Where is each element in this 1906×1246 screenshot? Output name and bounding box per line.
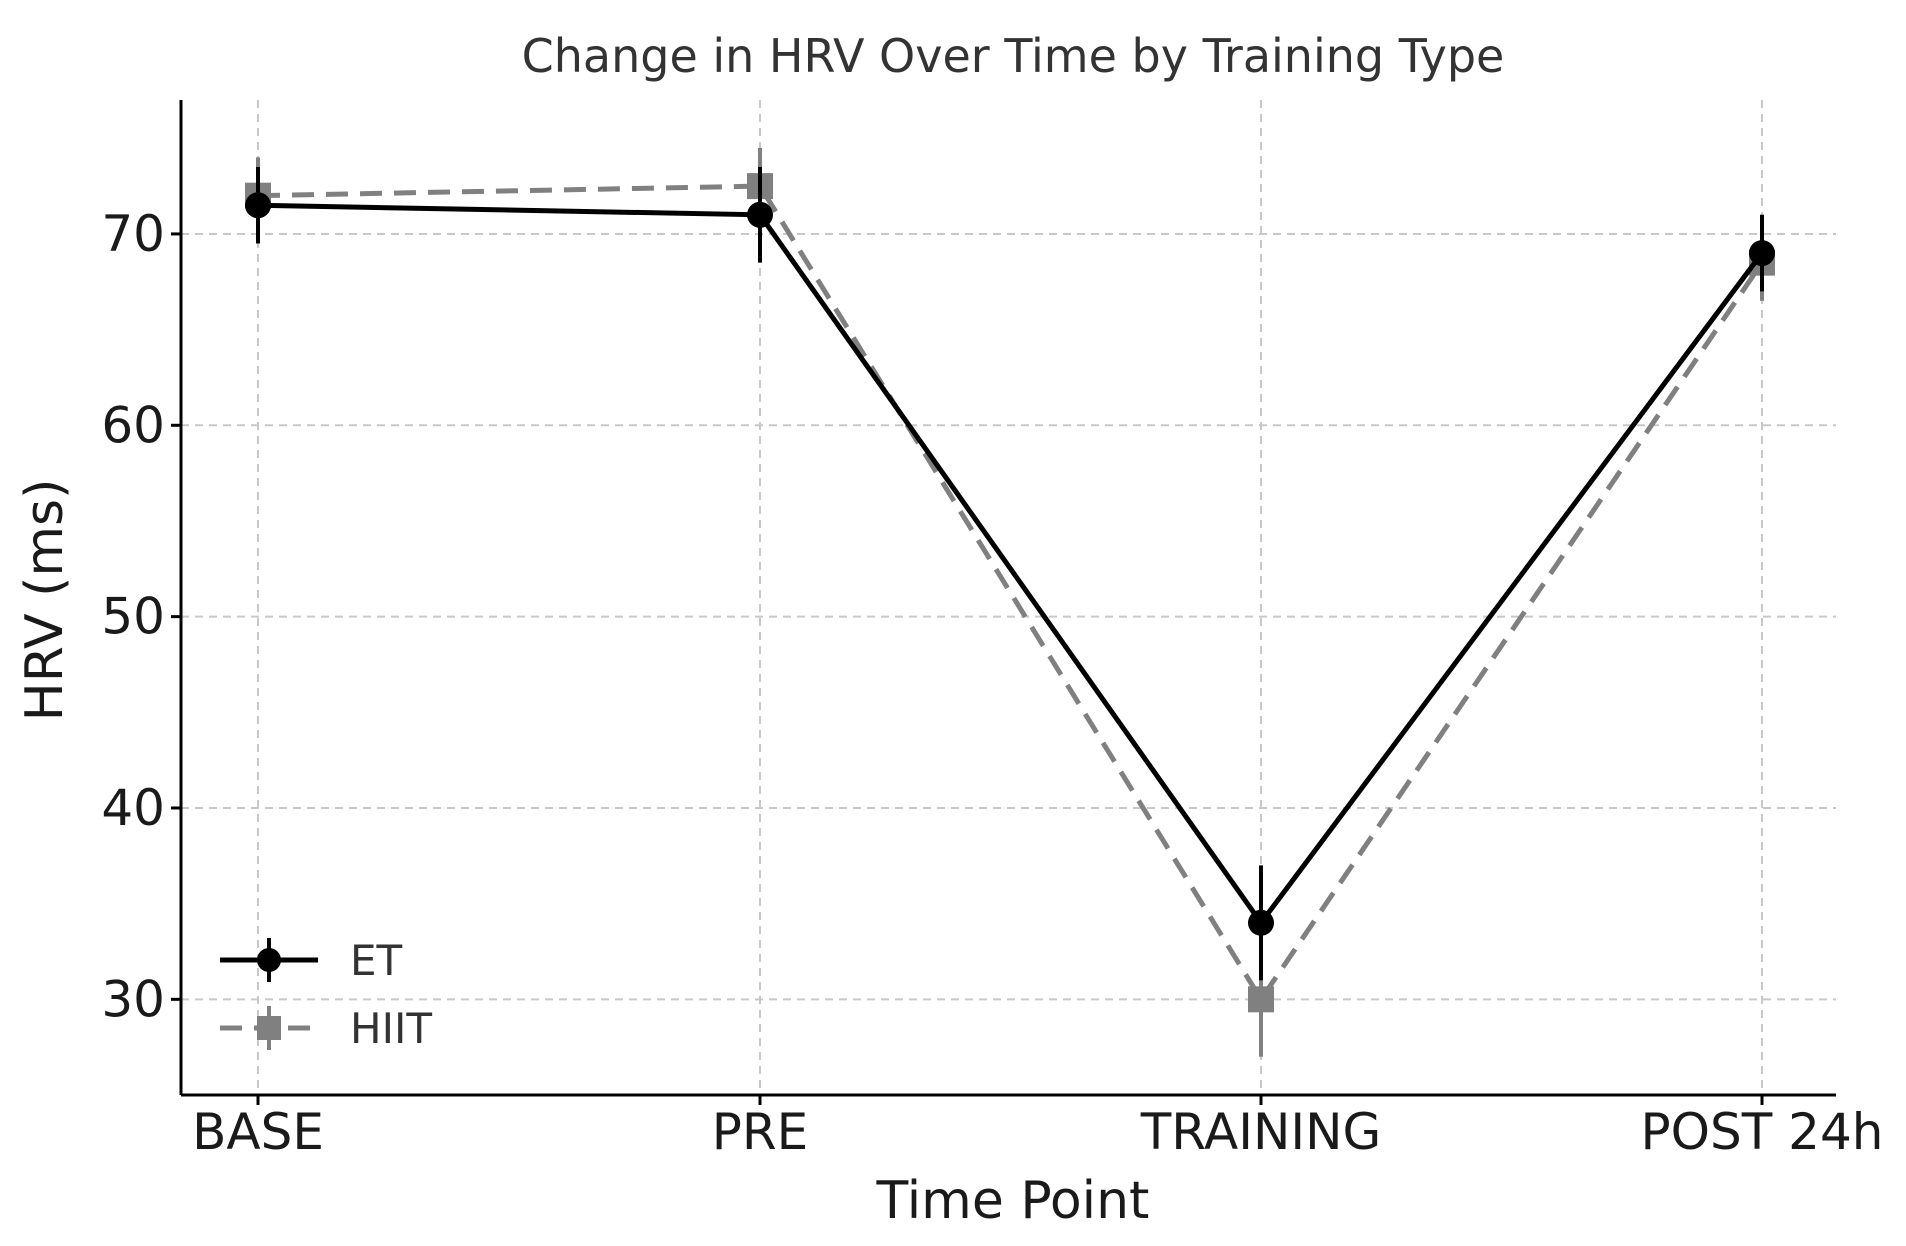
legend-label: ET	[350, 936, 403, 985]
data-point	[245, 192, 271, 219]
grid	[181, 100, 1836, 1095]
series-layer	[245, 147, 1775, 1057]
legend: ET HIIT	[220, 936, 432, 1053]
data-point	[1248, 909, 1274, 936]
series-et	[245, 166, 1775, 981]
y-axis-label: HRV (ms)	[15, 479, 75, 722]
y-tick-label: 60	[101, 396, 165, 454]
data-point	[1749, 240, 1775, 267]
legend-label: HIIT	[350, 1004, 432, 1053]
y-tick-label: 50	[101, 588, 165, 646]
chart-title: Change in HRV Over Time by Training Type	[522, 29, 1505, 83]
legend-item-hiit: HIIT	[220, 1004, 432, 1053]
x-tick-label: PRE	[712, 1103, 808, 1161]
tick-labels: 30 40 50 60 70 BASE PRE TRAINING POST 24h	[101, 205, 1883, 1161]
axes	[179, 100, 1836, 1097]
legend-item-et: ET	[220, 936, 403, 985]
legend-marker	[257, 1016, 281, 1040]
x-axis-label: Time Point	[876, 1171, 1150, 1231]
x-tick-label: TRAINING	[1140, 1103, 1382, 1161]
legend-marker	[257, 948, 281, 972]
series-line	[257, 202, 1765, 928]
y-tick-label: 40	[101, 779, 165, 837]
y-tick-label: 30	[101, 970, 165, 1028]
x-tick-label: POST 24h	[1641, 1103, 1884, 1161]
series-hiit	[245, 147, 1775, 1057]
y-tick-label: 70	[101, 205, 165, 263]
data-point	[1248, 986, 1274, 1013]
x-tick-label: BASE	[192, 1103, 324, 1161]
data-point	[747, 201, 773, 228]
series-line	[257, 183, 1765, 1004]
